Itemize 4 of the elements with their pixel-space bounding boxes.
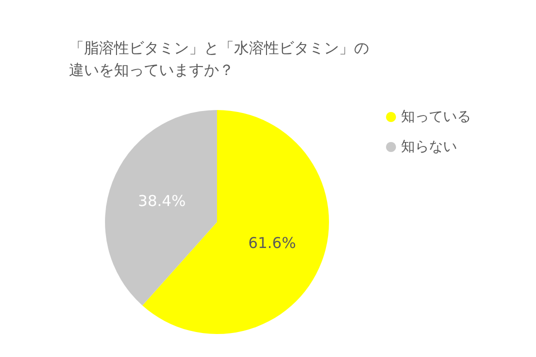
legend-label: 知っている [401,109,471,125]
legend-label: 知らない [401,139,457,155]
data-label: 61.6% [248,234,296,252]
chart-title: 「脂溶性ビタミン」と「水溶性ビタミン」の違いを知っていますか？ [69,39,369,79]
